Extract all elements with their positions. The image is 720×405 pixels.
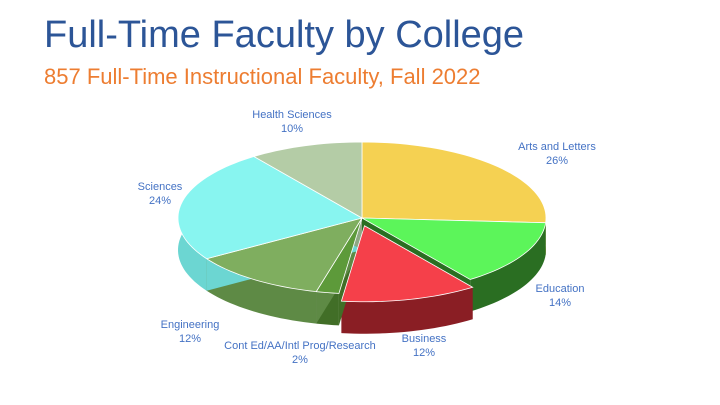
slice-side: [341, 287, 473, 334]
slice-label: Education: [536, 283, 585, 295]
slice-value-label: 12%: [413, 347, 435, 359]
slice-value-label: 2%: [292, 354, 308, 366]
chart-subtitle: 857 Full-Time Instructional Faculty, Fal…: [44, 64, 481, 89]
slice-arts-and-letters: [361, 141, 547, 224]
slice-label: Sciences: [138, 181, 183, 193]
slice-label: Business: [402, 333, 447, 345]
slice-value-label: 12%: [179, 333, 201, 345]
slice-value-label: 24%: [149, 195, 171, 207]
chart-title: Full-Time Faculty by College: [44, 14, 525, 56]
slice-value-label: 10%: [281, 123, 303, 135]
slice-label: Health Sciences: [252, 109, 332, 121]
slice-label: Engineering: [161, 319, 220, 331]
slice-sciences: [177, 156, 364, 260]
slice-value-label: 14%: [549, 297, 571, 309]
slice-value-label: 26%: [546, 155, 568, 167]
slice-education: [361, 217, 547, 280]
slice-label: Arts and Letters: [518, 141, 596, 153]
slice-health-sciences: [252, 141, 363, 219]
slice-side: [470, 222, 546, 312]
slice-label: Cont Ed/AA/Intl Prog/Research: [224, 340, 376, 352]
slice-engineering: [205, 217, 363, 293]
slice-business: [340, 225, 474, 303]
